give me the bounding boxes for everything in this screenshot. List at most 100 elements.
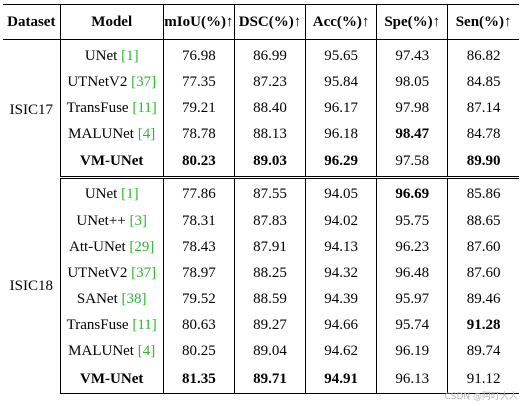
model-cell: UTNetV2 [37] xyxy=(60,69,164,96)
header-model: Model xyxy=(60,4,164,40)
model-name: MALUNet xyxy=(68,343,134,360)
citation-ref: [1] xyxy=(121,47,139,64)
header-acc: Acc(%)↑ xyxy=(305,4,378,40)
model-cell: UTNetV2 [37] xyxy=(60,260,164,287)
spe-cell: 95.74 xyxy=(376,312,449,339)
model-name: UNet++ xyxy=(76,212,126,229)
watermark: CSDN @阿叮大人 xyxy=(444,392,518,402)
table-row: UTNetV2 [37] 77.35 87.23 95.84 98.05 84.85 xyxy=(3,69,519,96)
spe-cell: 95.75 xyxy=(376,207,449,235)
miou-cell: 81.35 xyxy=(163,365,235,395)
model-name: UTNetV2 xyxy=(67,264,128,281)
citation-ref: [29] xyxy=(129,238,155,255)
dsc-cell: 89.27 xyxy=(234,312,307,339)
table-row: TransFuse [11] 80.63 89.27 94.66 95.74 91.28 xyxy=(3,312,519,339)
sen-cell: 85.86 xyxy=(466,186,501,203)
header-miou: mIoU(%)↑ xyxy=(163,4,235,40)
acc-cell: 96.29 xyxy=(305,147,378,179)
miou-cell: 80.25 xyxy=(163,338,235,366)
miou-cell: 78.31 xyxy=(163,207,235,235)
sen-cell: 89.46 xyxy=(466,291,501,308)
table-row: VM-UNet 80.23 89.03 96.29 97.58 89.90 xyxy=(3,147,519,179)
citation-ref: [4] xyxy=(137,126,156,143)
table-row: TransFuse [11] 79.21 88.40 96.17 97.98 87.14 xyxy=(3,95,519,122)
model-cell: TransFuse [11] xyxy=(60,95,164,122)
sen-cell: 89.74 xyxy=(466,343,501,360)
acc-cell: 96.18 xyxy=(305,121,378,148)
spe-cell: 96.23 xyxy=(376,234,449,261)
model-cell: TransFuse [11] xyxy=(60,312,164,339)
sen-cell: 89.90 xyxy=(447,147,519,179)
model-cell: VM-UNet xyxy=(60,365,164,395)
spe-cell: 97.98 xyxy=(376,95,449,122)
dsc-cell: 89.71 xyxy=(234,365,307,395)
sen-cell: 87.60 xyxy=(466,238,501,255)
acc-cell: 94.91 xyxy=(305,365,378,395)
miou-cell: 80.63 xyxy=(163,312,235,339)
model-cell: UNet [1] xyxy=(60,177,164,208)
table-row: SANet [38] 79.52 88.59 94.39 95.97 89.46 xyxy=(3,286,519,313)
miou-cell: 77.35 xyxy=(163,69,235,96)
acc-cell: 95.65 xyxy=(305,39,378,70)
citation-ref: [37] xyxy=(131,264,157,281)
header-dataset: Dataset xyxy=(3,4,61,40)
sen-cell: 86.82 xyxy=(466,47,501,64)
dsc-cell: 87.23 xyxy=(234,69,307,96)
table-row: VM-UNet 81.35 89.71 94.91 96.13 91.12 xyxy=(3,365,519,395)
model-cell: UNet++ [3] xyxy=(60,207,164,235)
acc-cell: 94.39 xyxy=(305,286,378,313)
acc-cell: 94.02 xyxy=(305,207,378,235)
citation-ref: [3] xyxy=(129,212,148,229)
miou-cell: 78.97 xyxy=(163,260,235,287)
miou-cell: 77.86 xyxy=(163,177,235,208)
model-name: VM-UNet xyxy=(80,370,144,387)
header-sen: Sen(%)↑ xyxy=(447,4,519,40)
sen-cell: 84.85 xyxy=(466,73,501,90)
sen-cell: 87.14 xyxy=(466,99,501,116)
spe-cell: 96.13 xyxy=(376,365,449,395)
citation-ref: [1] xyxy=(121,186,139,203)
table-row: MALUNet [4] 78.78 88.13 96.18 98.47 84.78 xyxy=(3,121,519,148)
dsc-cell: 88.59 xyxy=(234,286,307,313)
model-cell: UNet [1] xyxy=(60,39,164,70)
spe-cell: 96.19 xyxy=(376,338,449,366)
model-cell: MALUNet [4] xyxy=(60,338,164,366)
model-name: VM-UNet xyxy=(80,153,144,170)
sen-cell: 84.78 xyxy=(466,126,501,143)
citation-ref: [4] xyxy=(137,343,156,360)
table-row: MALUNet [4] 80.25 89.04 94.62 96.19 89.74 xyxy=(3,338,519,366)
dataset-group: ISIC17 UNet [1] 76.98 86.99 95.65 97.43 86.82 U… xyxy=(3,39,519,179)
sen-cell: 87.60 xyxy=(466,264,501,281)
model-cell: SANet [38] xyxy=(60,286,164,313)
table-row: UTNetV2 [37] 78.97 88.25 94.32 96.48 87.60 xyxy=(3,260,519,287)
acc-cell: 94.13 xyxy=(305,234,378,261)
model-name: UNet xyxy=(84,47,118,64)
table-row: ISIC18 UNet [1] 77.86 87.55 94.05 96.69 85.86 xyxy=(3,177,519,394)
header-spe: Spe(%)↑ xyxy=(376,4,449,40)
acc-cell: 96.17 xyxy=(305,95,378,122)
spe-cell: 98.47 xyxy=(376,121,449,148)
spe-cell: 96.69 xyxy=(376,177,449,208)
acc-cell: 94.62 xyxy=(305,338,378,366)
acc-cell: 95.84 xyxy=(305,69,378,96)
dsc-cell: 88.13 xyxy=(234,121,307,148)
citation-ref: [11] xyxy=(132,317,157,334)
table-row: UNet++ [3] 78.31 87.83 94.02 95.75 88.65 xyxy=(3,207,519,235)
model-name: MALUNet xyxy=(68,126,134,143)
model-name: UNet xyxy=(84,186,118,203)
model-cell: Att-UNet [29] xyxy=(60,234,164,261)
citation-ref: [37] xyxy=(131,73,157,90)
header-row: Dataset Model mIoU(%)↑ DSC(%)↑ Acc(%)↑ S… xyxy=(3,4,519,40)
miou-cell: 76.98 xyxy=(163,39,235,70)
model-name: TransFuse xyxy=(66,99,129,116)
miou-cell: 79.21 xyxy=(163,95,235,122)
spe-cell: 97.43 xyxy=(376,39,449,70)
miou-cell: 79.52 xyxy=(163,286,235,313)
model-name: Att-UNet xyxy=(69,238,126,255)
dataset-group: ISIC18 UNet [1] 77.86 87.55 94.05 96.69 85.86 U… xyxy=(3,177,519,395)
sen-cell: 91.12 xyxy=(447,365,519,395)
table-row: Att-UNet [29] 78.43 87.91 94.13 96.23 87.60 xyxy=(3,234,519,261)
acc-cell: 94.32 xyxy=(305,260,378,287)
dsc-cell: 86.99 xyxy=(234,39,307,70)
model-name: TransFuse xyxy=(66,317,129,334)
